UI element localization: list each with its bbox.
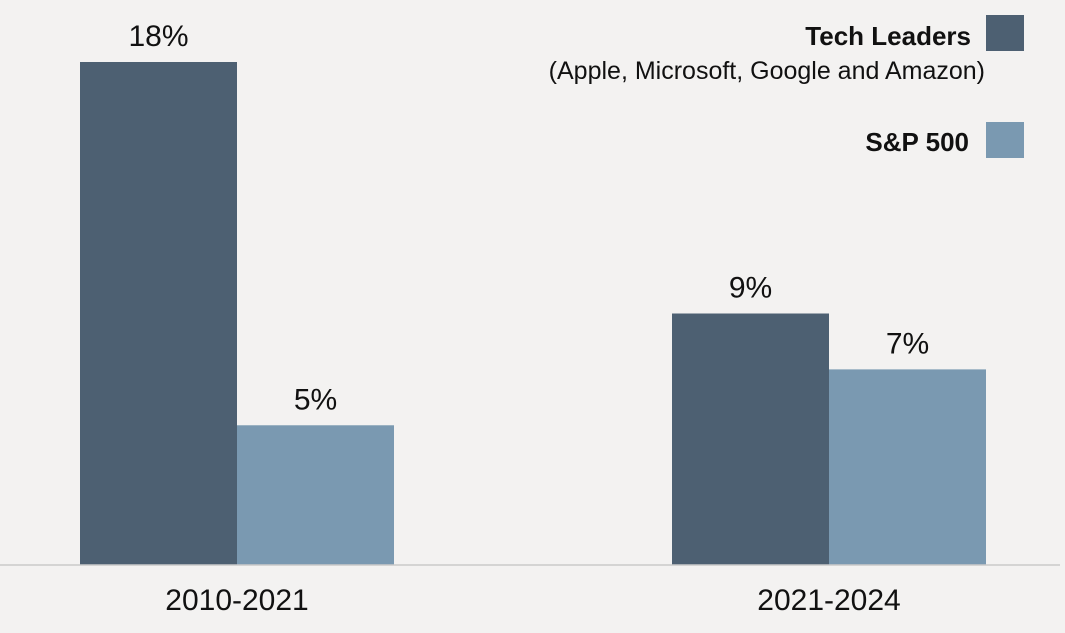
data-label-s-p-500-2010-2021: 5% bbox=[294, 383, 337, 416]
bars-layer bbox=[80, 62, 986, 565]
data-labels-layer: 18% 5% 9% 7% bbox=[128, 20, 929, 416]
legend-item-sp500: S&P 500 bbox=[865, 122, 1024, 158]
legend-swatch-sp500 bbox=[986, 122, 1024, 158]
legend-swatch-tech-leaders bbox=[986, 15, 1024, 51]
bar-tech-leaders-2010-2021 bbox=[80, 62, 237, 565]
bar-s-p-500-2010-2021 bbox=[237, 425, 394, 565]
data-label-tech-leaders-2021-2024: 9% bbox=[729, 272, 772, 305]
data-label-tech-leaders-2010-2021: 18% bbox=[128, 20, 188, 53]
legend-sublabel-tech-leaders: (Apple, Microsoft, Google and Amazon) bbox=[549, 57, 985, 85]
bar-tech-leaders-2021-2024 bbox=[672, 313, 829, 565]
x-tick-label-2021-2024: 2021-2024 bbox=[757, 584, 900, 617]
x-tick-label-2010-2021: 2010-2021 bbox=[165, 584, 308, 617]
legend: Tech Leaders (Apple, Microsoft, Google a… bbox=[549, 15, 1024, 158]
legend-label-tech-leaders: Tech Leaders bbox=[805, 21, 971, 51]
data-label-s-p-500-2021-2024: 7% bbox=[886, 327, 929, 360]
bar-s-p-500-2021-2024 bbox=[829, 369, 986, 565]
x-tick-labels-layer: 2010-2021 2021-2024 bbox=[165, 584, 900, 617]
legend-item-tech-leaders: Tech Leaders (Apple, Microsoft, Google a… bbox=[549, 15, 1024, 85]
legend-label-sp500: S&P 500 bbox=[865, 127, 969, 157]
